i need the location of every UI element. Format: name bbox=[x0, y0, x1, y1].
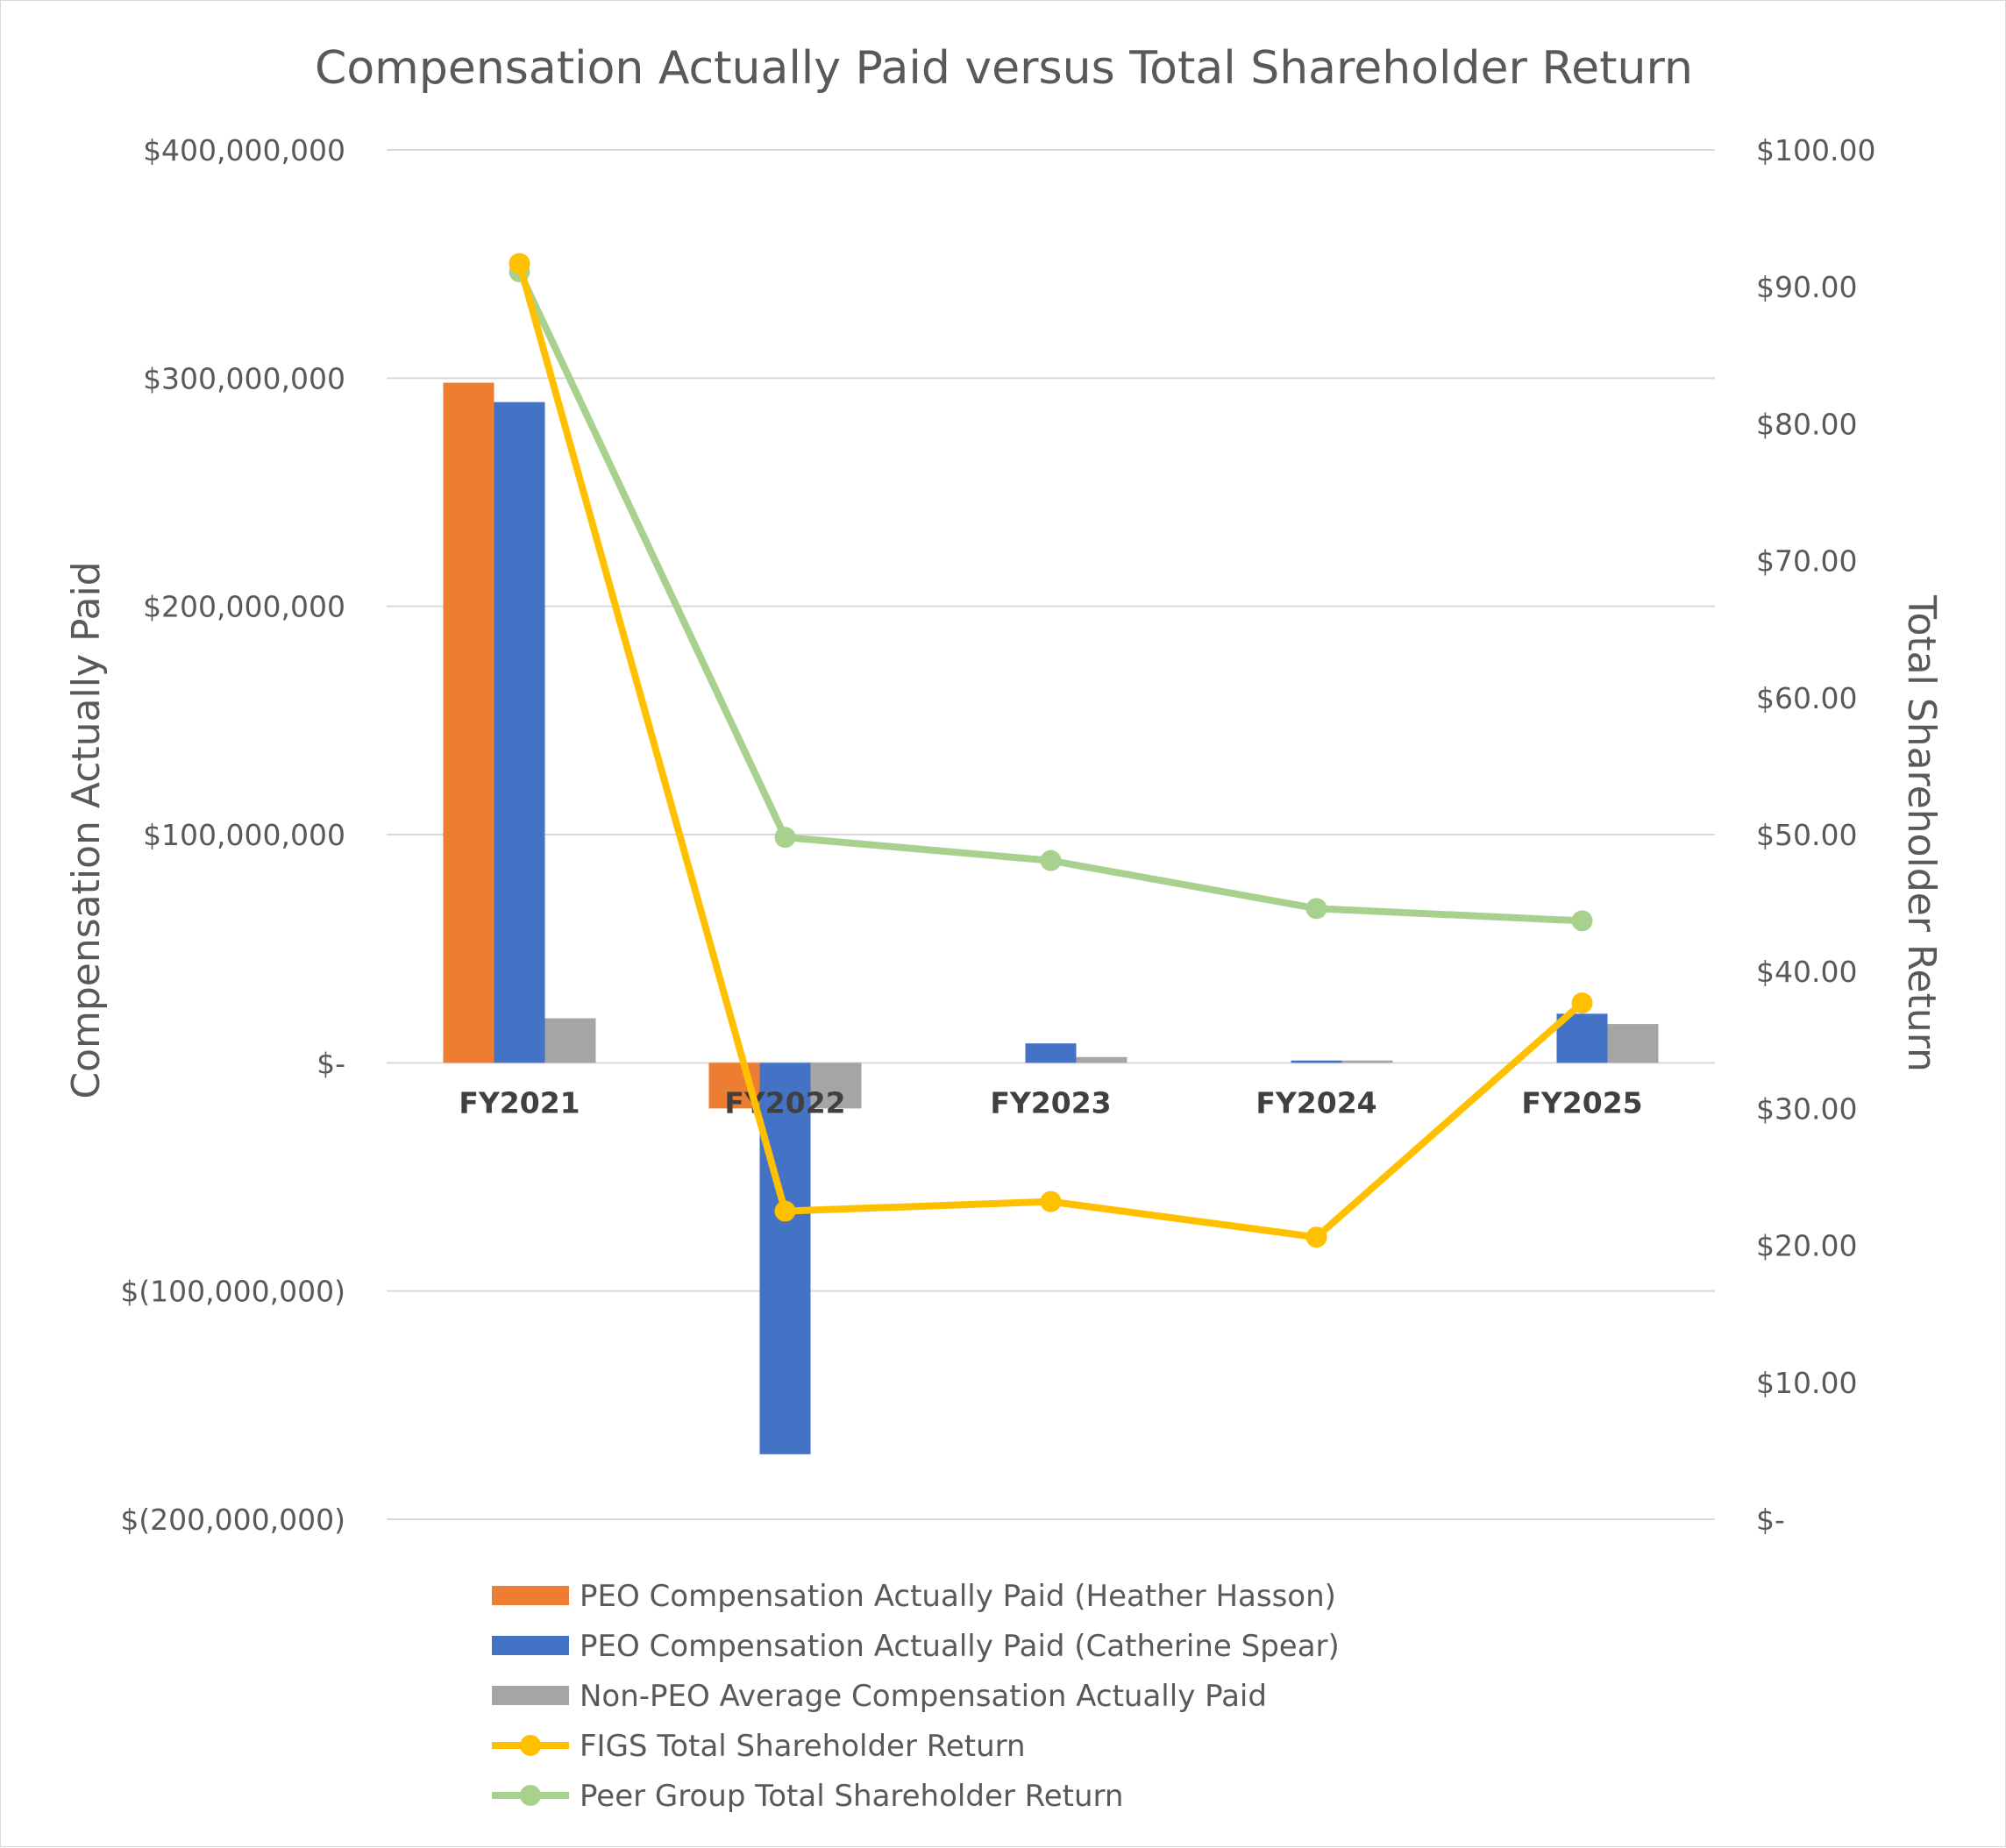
y-right-tick-label: $80.00 bbox=[1756, 407, 1857, 441]
line-point bbox=[1571, 910, 1593, 932]
legend-label: PEO Compensation Actually Paid (Catherin… bbox=[580, 1629, 1340, 1664]
x-category-label: FY2023 bbox=[990, 1085, 1111, 1119]
x-category-label: FY2021 bbox=[459, 1085, 580, 1119]
chart-title: Compensation Actually Paid versus Total … bbox=[315, 42, 1693, 95]
legend-swatch bbox=[492, 1586, 569, 1605]
y-left-tick-label: $100,000,000 bbox=[143, 818, 345, 852]
y-left-tick-label: $(100,000,000) bbox=[120, 1275, 345, 1309]
y-right-tick-label: $30.00 bbox=[1756, 1091, 1857, 1126]
line-point bbox=[1040, 1191, 1062, 1212]
legend-label: FIGS Total Shareholder Return bbox=[580, 1729, 1026, 1764]
bar bbox=[443, 382, 494, 1063]
bar bbox=[759, 1063, 811, 1454]
bar bbox=[1291, 1060, 1342, 1063]
y-axis-right-title: Total Shareholder Return bbox=[1899, 594, 1944, 1072]
y-right-tick-label: $90.00 bbox=[1756, 270, 1857, 304]
y-right-tick-label: $20.00 bbox=[1756, 1229, 1857, 1263]
x-category-label: FY2025 bbox=[1521, 1085, 1642, 1119]
bar bbox=[1076, 1056, 1127, 1063]
bar bbox=[1607, 1024, 1659, 1063]
y-right-tick-label: $70.00 bbox=[1756, 544, 1857, 579]
line-point bbox=[1305, 898, 1327, 920]
legend-label: Non-PEO Average Compensation Actually Pa… bbox=[580, 1679, 1267, 1714]
y-right-tick-label: $10.00 bbox=[1756, 1366, 1857, 1400]
y-left-tick-label: $(200,000,000) bbox=[120, 1503, 345, 1537]
legend-swatch bbox=[492, 1686, 569, 1705]
legend-swatch bbox=[492, 1636, 569, 1655]
line-point bbox=[1305, 1226, 1327, 1248]
line-point bbox=[1571, 992, 1593, 1014]
y-right-tick-label: $60.00 bbox=[1756, 681, 1857, 715]
y-left-tick-label: $300,000,000 bbox=[143, 361, 345, 395]
legend-label: PEO Compensation Actually Paid (Heather … bbox=[580, 1579, 1336, 1614]
y-axis-left-ticks: $400,000,000 $300,000,000 $200,000,000 $100… bbox=[120, 133, 345, 1537]
legend: PEO Compensation Actually Paid (Heather … bbox=[492, 1579, 1340, 1814]
y-right-tick-label: $50.00 bbox=[1756, 818, 1857, 852]
line-point bbox=[509, 252, 530, 274]
x-axis-categories: FY2021 FY2022 FY2023 FY2024 FY2025 bbox=[459, 1085, 1642, 1119]
legend-marker bbox=[520, 1785, 541, 1806]
bar bbox=[1025, 1043, 1077, 1063]
bar bbox=[494, 402, 545, 1063]
y-axis-left-title: Compensation Actually Paid bbox=[64, 561, 109, 1098]
bar bbox=[1341, 1060, 1393, 1063]
y-right-tick-label: $40.00 bbox=[1756, 955, 1857, 989]
y-right-tick-label: $100.00 bbox=[1756, 133, 1875, 167]
line-point bbox=[774, 1200, 796, 1222]
bar bbox=[810, 1063, 862, 1109]
line-point bbox=[1040, 849, 1062, 871]
y-axis-right-ticks: $100.00 $90.00 $80.00 $70.00 $60.00 $50.00 $40… bbox=[1756, 133, 1875, 1537]
legend-label: Peer Group Total Shareholder Return bbox=[580, 1779, 1123, 1814]
x-category-label: FY2022 bbox=[724, 1085, 845, 1119]
y-right-tick-label: $- bbox=[1756, 1503, 1785, 1537]
legend-marker bbox=[520, 1735, 541, 1756]
y-left-tick-label: $400,000,000 bbox=[143, 133, 345, 167]
gridlines bbox=[387, 149, 1715, 1520]
x-category-label: FY2024 bbox=[1256, 1085, 1376, 1119]
y-left-tick-label: $200,000,000 bbox=[143, 590, 345, 624]
y-left-tick-label: $- bbox=[317, 1046, 345, 1080]
line-series bbox=[509, 252, 1593, 1248]
line-point bbox=[774, 827, 796, 849]
bar bbox=[544, 1018, 596, 1063]
